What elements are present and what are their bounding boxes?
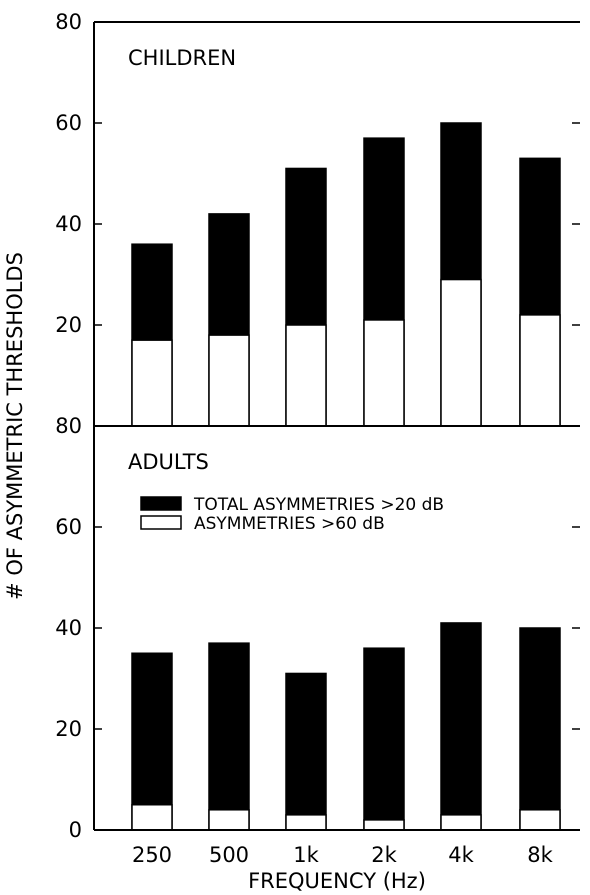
panel-label-adults: ADULTS xyxy=(128,450,209,474)
bar-over60-adults-2k xyxy=(363,819,405,831)
bar-over60-adults-500 xyxy=(208,809,250,831)
bar-total-adults-500 xyxy=(208,642,250,831)
bar-over60-adults-4k xyxy=(440,814,482,831)
bar-over60-children-4k xyxy=(440,278,482,427)
bar-over60-children-1k xyxy=(285,324,327,427)
y-tick-label: 20 xyxy=(55,717,82,741)
bar-over60-adults-1k xyxy=(285,814,327,831)
bar-total-adults-250 xyxy=(131,652,173,831)
x-tick-label: 1k xyxy=(293,843,319,867)
bar-over60-children-500 xyxy=(208,334,250,427)
bar-total-adults-8k xyxy=(519,627,561,831)
panel-label-children: CHILDREN xyxy=(128,46,236,70)
y-axis-label: # OF ASYMMETRIC THRESHOLDS xyxy=(3,252,27,600)
bar-total-adults-4k xyxy=(440,622,482,831)
y-tick-label: 40 xyxy=(55,616,82,640)
bar-over60-children-2k xyxy=(363,319,405,427)
bar-total-adults-2k xyxy=(363,647,405,831)
y-tick-label: 60 xyxy=(55,515,82,539)
x-tick-label: 4k xyxy=(448,843,474,867)
y-tick-label: 0 xyxy=(69,818,82,842)
bar-total-adults-1k xyxy=(285,672,327,831)
x-tick-label: 2k xyxy=(371,843,397,867)
y-tick-label: 20 xyxy=(55,313,82,337)
y-tick-label: 80 xyxy=(55,414,82,438)
x-axis-label: FREQUENCY (Hz) xyxy=(248,869,426,893)
legend-label-total: TOTAL ASYMMETRIES >20 dB xyxy=(193,495,444,515)
legend-swatch-total xyxy=(140,496,182,511)
bar-over60-children-8k xyxy=(519,314,561,427)
y-tick-label: 40 xyxy=(55,212,82,236)
legend-swatch-over60 xyxy=(140,515,182,530)
x-tick-label: 500 xyxy=(209,843,249,867)
x-tick-label: 8k xyxy=(527,843,553,867)
y-tick-label: 80 xyxy=(55,10,82,34)
bar-over60-adults-8k xyxy=(519,809,561,831)
x-tick-label: 250 xyxy=(132,843,172,867)
bar-over60-adults-250 xyxy=(131,804,173,831)
bar-over60-children-250 xyxy=(131,339,173,427)
y-tick-label: 60 xyxy=(55,111,82,135)
legend-label-over60: ASYMMETRIES >60 dB xyxy=(194,514,385,534)
